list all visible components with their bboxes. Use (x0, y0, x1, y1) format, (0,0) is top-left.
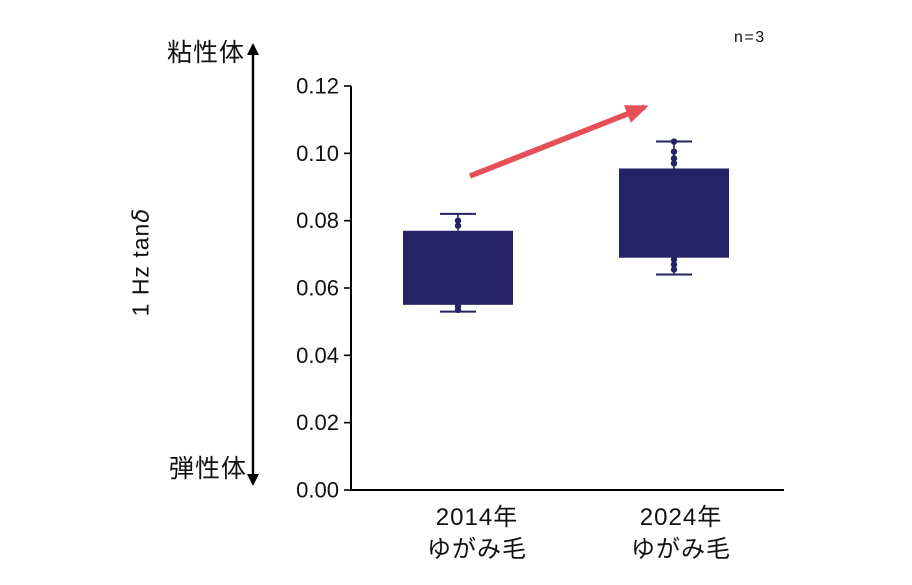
box (619, 168, 729, 258)
y-tick-label: 0.12 (296, 74, 339, 99)
box (403, 230, 513, 305)
data-point (670, 148, 678, 155)
y-tick-label: 0.10 (296, 141, 339, 166)
data-point (670, 155, 678, 162)
y-tick-label: 0.06 (296, 276, 339, 301)
y-tick-label: 0.08 (296, 208, 339, 233)
category-hair-type: ゆがみ毛 (427, 535, 527, 563)
data-point (670, 138, 678, 145)
data-point (670, 160, 678, 167)
viscous-label: 粘性体 (166, 39, 246, 67)
y-tick-label: 0.02 (296, 410, 339, 435)
sample-size-label: n=3 (734, 29, 766, 46)
data-point (670, 256, 678, 263)
y-tick-label: 0.04 (296, 343, 339, 368)
category-label-2024: 2024年 ゆがみ毛 (631, 502, 731, 566)
data-point (454, 222, 462, 229)
data-point (454, 306, 462, 314)
category-year: 2024年 (639, 504, 723, 531)
y-tick-label: 0.00 (296, 478, 339, 503)
data-point (454, 217, 462, 224)
category-hair-type: ゆがみ毛 (631, 535, 731, 563)
data-point (670, 266, 678, 273)
category-label-2014: 2014年 ゆがみ毛 (427, 502, 527, 566)
elastic-label: 弾性体 (168, 455, 248, 483)
data-point (670, 261, 678, 268)
category-year: 2014年 (435, 504, 519, 531)
trend-arrow (468, 104, 649, 179)
